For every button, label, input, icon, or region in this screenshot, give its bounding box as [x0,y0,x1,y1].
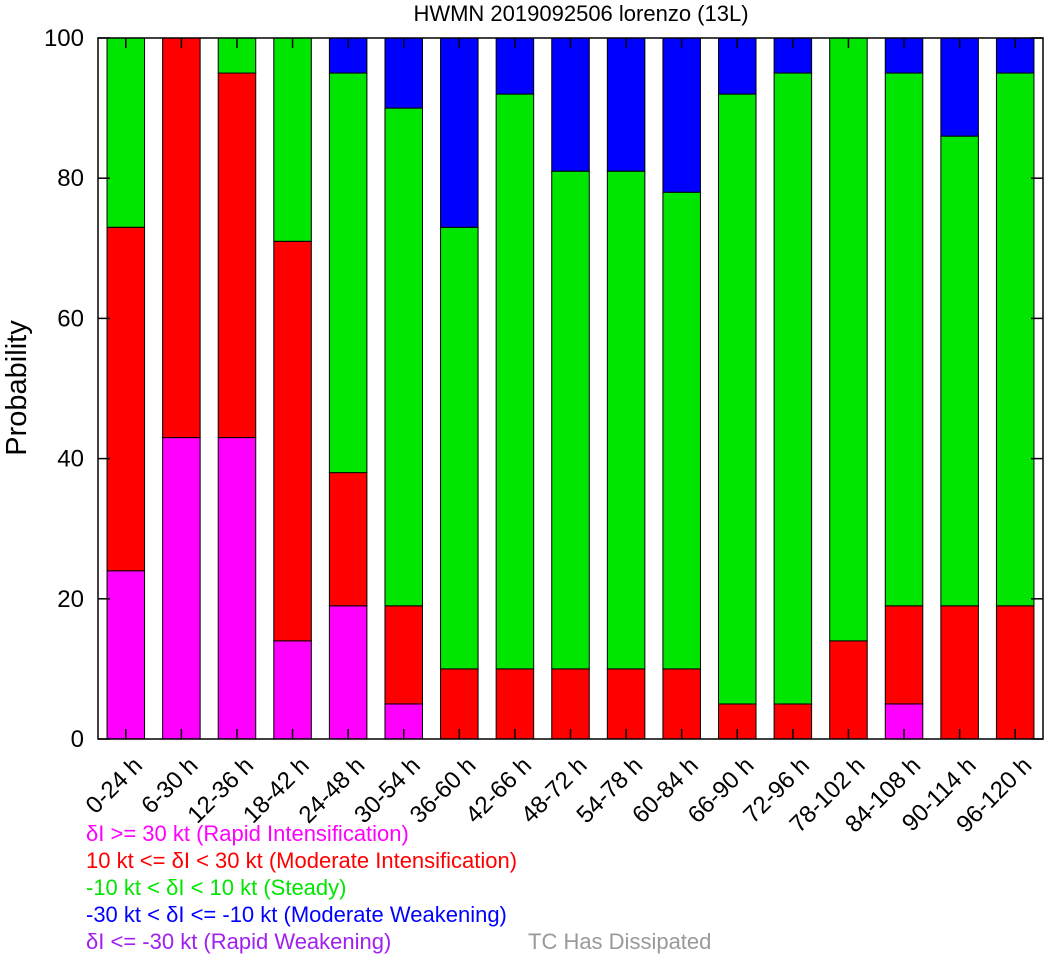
chart-title: HWMN 2019092506 lorenzo (13L) [413,1,748,26]
bar-segment-5-1 [384,605,423,705]
bar-segment-3-2 [273,37,312,242]
bar-segment-4-2 [328,72,368,474]
bar-segment-3-1 [273,240,312,642]
bar-segment-0-1 [106,226,146,572]
bar-segment-8-1 [551,668,590,740]
y-tick-label-100: 100 [44,25,84,52]
bar-segment-11-2 [718,93,757,705]
legend-item-rapid-weakening: δI <= -30 kt (Rapid Weakening) [86,929,392,954]
bar-segment-6-1 [440,668,479,740]
bar-segment-15-3 [940,37,979,137]
x-tick-label-0: 0-24 h [81,752,148,819]
y-tick-label-20: 20 [57,586,84,613]
bar-segment-15-1 [940,605,979,740]
bar-segment-13-1 [829,640,868,740]
bar-segment-7-1 [495,668,535,740]
bar-segment-15-2 [940,135,979,607]
y-axis-ticks: 0 20 40 60 80 100 [44,25,1043,753]
bar-segment-8-2 [551,170,590,670]
bar-segment-7-2 [495,93,535,670]
legend-item-tc-dissipated: TC Has Dissipated [528,929,712,954]
legend-item-moderate-intensification: 10 kt <= δI < 30 kt (Moderate Intensific… [86,848,518,873]
bar-segment-8-3 [551,37,590,172]
bar-segment-10-1 [662,668,701,740]
y-axis-label: Probability [1,320,33,456]
bar-segment-9-1 [606,668,646,740]
bar-segment-10-2 [662,191,701,670]
bar-segment-0-2 [106,37,146,228]
bar-segment-1-0 [162,437,201,740]
bar-segment-6-3 [440,37,479,228]
bar-segment-13-2 [829,37,868,642]
legend-item-moderate-weakening: -30 kt < δI <= -10 kt (Moderate Weakenin… [86,902,507,927]
y-tick-label-40: 40 [57,446,84,473]
legend-item-rapid-intensification: δI >= 30 kt (Rapid Intensification) [86,821,409,846]
y-tick-label-80: 80 [57,165,84,192]
bar-segment-14-2 [884,72,924,607]
y-tick-label-60: 60 [57,305,84,332]
bar-segment-10-3 [662,37,701,193]
bar-segment-16-2 [995,72,1035,607]
legend: δI >= 30 kt (Rapid Intensification) 10 k… [86,820,517,955]
bar-segment-6-2 [440,226,479,670]
bar-segment-3-0 [273,640,312,740]
bar-segment-1-1 [162,37,201,439]
bar-segment-4-0 [328,605,368,740]
legend-item-steady: -10 kt < δI < 10 kt (Steady) [86,875,347,900]
bar-segment-16-1 [995,605,1035,740]
bar-segment-9-2 [606,170,646,670]
bar-segment-0-0 [106,570,146,740]
bar-segment-9-3 [606,37,646,172]
bar-stacks [106,37,1035,740]
bar-segment-14-1 [884,605,924,705]
y-tick-label-0: 0 [71,726,84,753]
bar-segment-4-1 [328,472,368,607]
bar-segment-5-3 [384,37,423,109]
bar-segment-7-3 [495,37,535,95]
bar-segment-2-1 [217,72,257,439]
bar-segment-2-0 [217,437,257,740]
bar-segment-12-2 [773,72,813,705]
bar-segment-5-2 [384,107,423,607]
